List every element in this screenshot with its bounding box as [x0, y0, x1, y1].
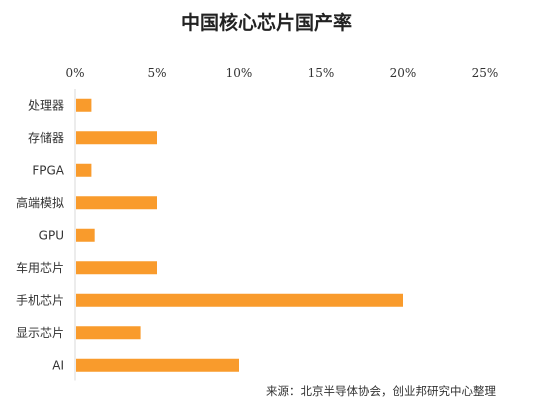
x-tick-label: 20% [390, 66, 417, 80]
chart-title: 中国核心芯片国产率 [180, 12, 352, 34]
category-label: FPGA [32, 163, 64, 177]
bar [76, 293, 403, 307]
category-label: 车用芯片 [16, 260, 64, 275]
bar [76, 131, 157, 145]
bar [76, 98, 92, 112]
category-label: 显示芯片 [16, 326, 64, 340]
category-label: 高端模拟 [16, 195, 64, 210]
bar [76, 261, 157, 275]
category-label: 手机芯片 [16, 293, 64, 307]
x-tick-label: 5% [147, 66, 166, 80]
category-label: AI [52, 358, 64, 372]
category-label: 存储器 [28, 130, 64, 145]
bar [76, 163, 92, 177]
bar [76, 358, 239, 372]
x-tick-label: 15% [308, 66, 335, 80]
x-tick-label: 0% [65, 66, 84, 80]
source-note: 来源：北京半导体协会，创业邦研究中心整理 [266, 384, 496, 398]
bar [76, 228, 95, 242]
x-tick-label: 10% [226, 66, 253, 80]
x-tick-label: 25% [472, 66, 499, 80]
category-label: GPU [39, 228, 64, 242]
category-label: 处理器 [28, 98, 64, 112]
bar [76, 326, 141, 340]
bar [76, 196, 157, 210]
